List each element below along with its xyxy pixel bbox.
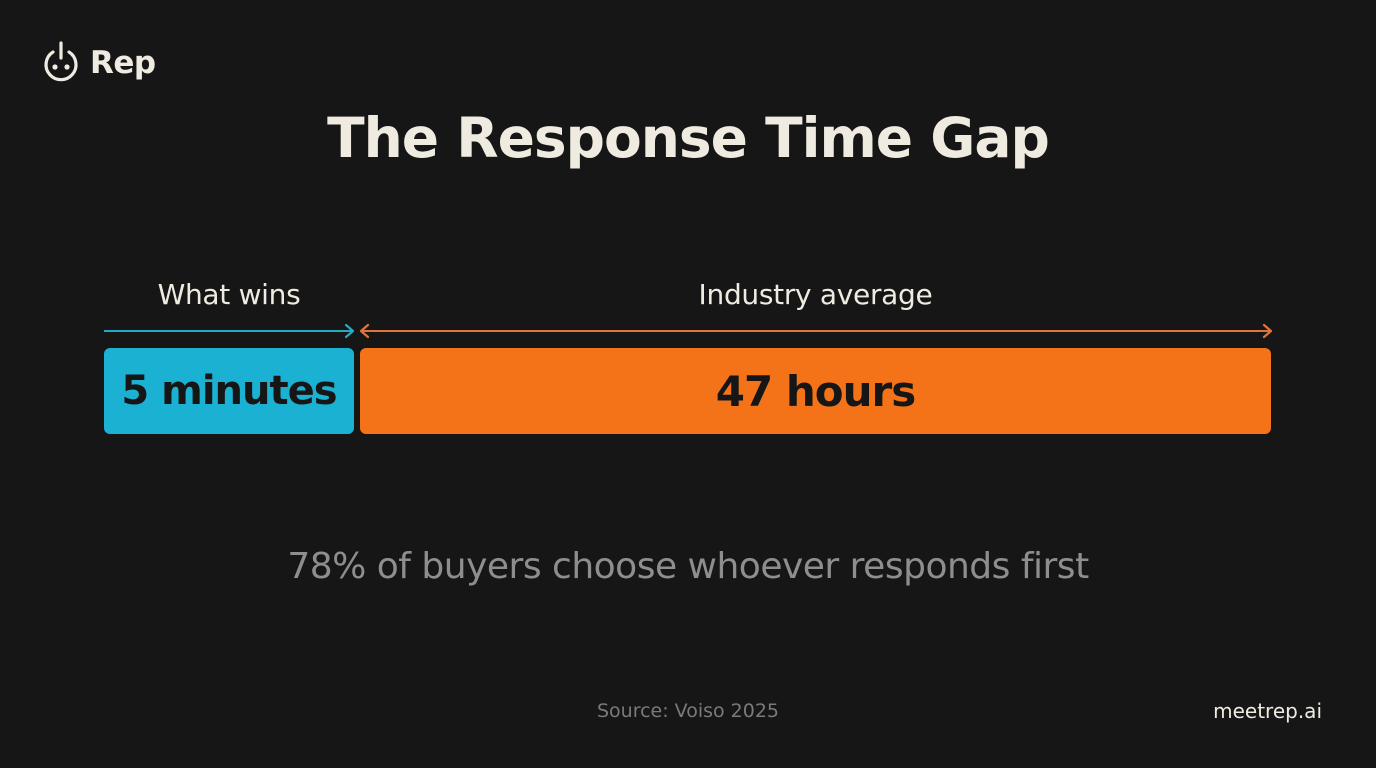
label-what-wins: What wins: [157, 278, 301, 311]
power-face-icon: [44, 41, 78, 82]
stat-subtitle: 78% of buyers choose whoever responds fi…: [287, 546, 1089, 587]
source-citation: Source: Voiso 2025: [596, 700, 780, 722]
bar-industry-average: 47 hours: [360, 348, 1271, 434]
bar-what-wins: 5 minutes: [104, 348, 354, 434]
website-link[interactable]: meetrep.ai: [1213, 699, 1322, 723]
arrow-right-cyan-icon: [104, 322, 356, 340]
bar-value-5-minutes: 5 minutes: [121, 368, 337, 414]
label-industry-average: Industry average: [698, 278, 933, 311]
bar-value-47-hours: 47 hours: [715, 366, 916, 416]
page-title: The Response Time Gap: [327, 106, 1050, 170]
arrow-double-orange-icon: [359, 322, 1273, 340]
brand-logo: Rep: [40, 40, 156, 86]
brand-name: Rep: [90, 45, 156, 81]
